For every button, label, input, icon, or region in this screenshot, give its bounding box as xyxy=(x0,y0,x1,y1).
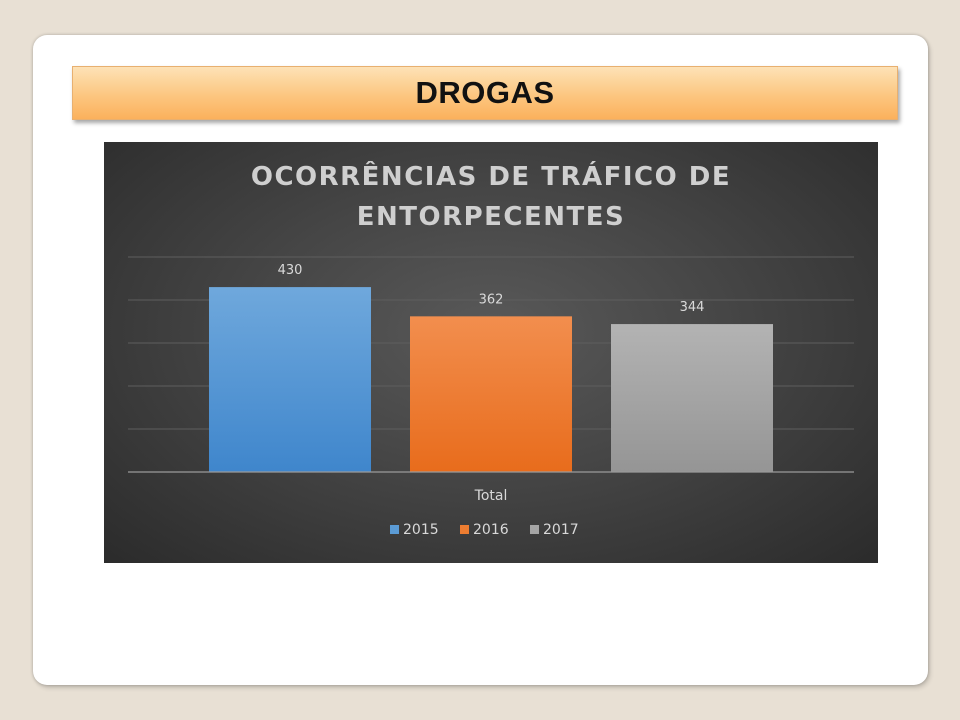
chart: OCORRÊNCIAS DE TRÁFICO DE ENTORPECENTES … xyxy=(104,142,878,563)
legend: 2015 2016 2017 xyxy=(390,522,579,538)
category-label: Total xyxy=(474,488,508,504)
slide-title: DROGAS xyxy=(415,75,555,110)
bar-2016 xyxy=(410,316,572,472)
bar-chart-svg: OCORRÊNCIAS DE TRÁFICO DE ENTORPECENTES … xyxy=(128,160,854,538)
title-banner: DROGAS xyxy=(72,66,898,120)
data-labels: 430 362 344 xyxy=(278,263,705,315)
legend-label-2017: 2017 xyxy=(543,522,579,538)
bar-2015 xyxy=(209,287,371,472)
legend-swatch-2017 xyxy=(530,525,539,534)
chart-title-line-1: OCORRÊNCIAS DE TRÁFICO DE xyxy=(251,160,731,192)
data-label-2016: 362 xyxy=(479,292,504,307)
legend-swatch-2016 xyxy=(460,525,469,534)
legend-label-2016: 2016 xyxy=(473,522,509,538)
chart-title-line-2: ENTORPECENTES xyxy=(357,202,626,232)
legend-label-2015: 2015 xyxy=(403,522,439,538)
bars xyxy=(209,287,773,472)
bar-2017 xyxy=(611,324,773,472)
legend-swatch-2015 xyxy=(390,525,399,534)
data-label-2015: 430 xyxy=(278,263,303,278)
x-axis: Total xyxy=(128,471,854,504)
data-label-2017: 344 xyxy=(680,300,705,315)
